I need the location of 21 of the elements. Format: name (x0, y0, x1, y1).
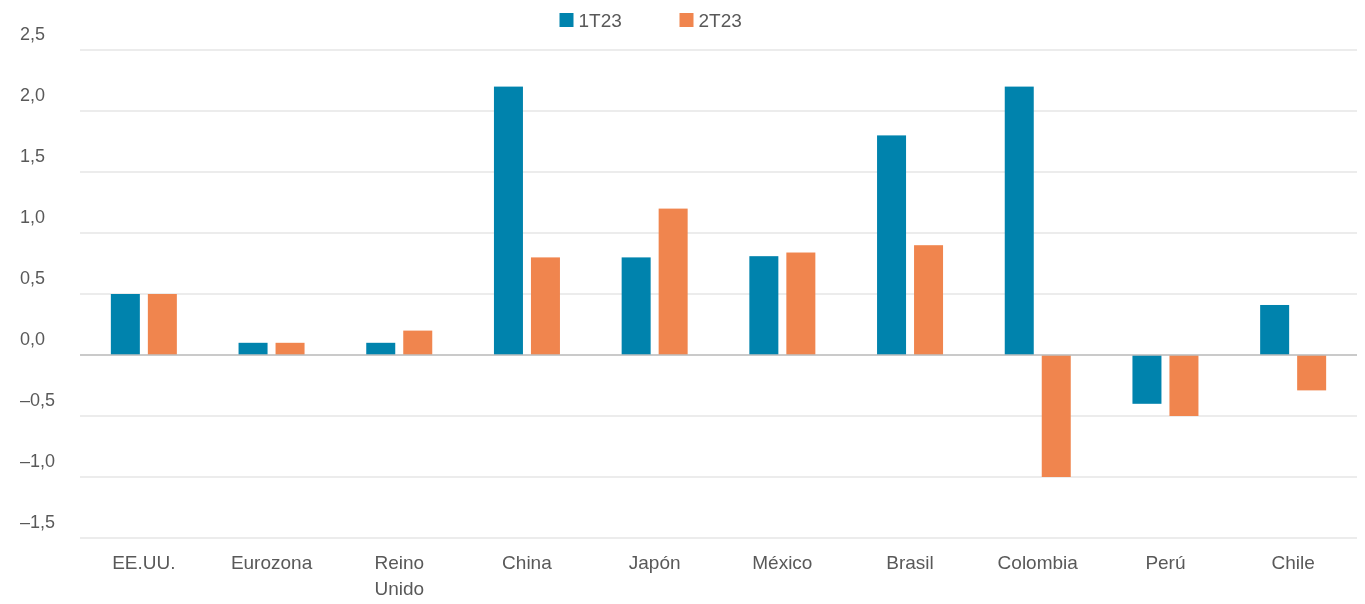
y-tick-label: 0,5 (20, 268, 46, 289)
y-tick-label: 1,0 (20, 207, 46, 228)
y-tick-label: 2,5 (20, 24, 46, 45)
legend-label: 2T23 (698, 9, 742, 31)
y-tick-label: 2,0 (20, 85, 46, 106)
x-tick-label: EE.UU. (112, 552, 176, 573)
y-tick-label: –1,0 (20, 451, 56, 472)
y-tick-label: 0,0 (20, 329, 46, 350)
x-tick-label: Brasil (886, 552, 934, 573)
y-tick-label: –0,5 (20, 390, 56, 411)
x-tick-label: Perú (1145, 552, 1186, 573)
x-tick-label: Reino Unido (374, 552, 425, 599)
x-tick-label: China (502, 552, 553, 573)
y-tick-label: 1,5 (20, 146, 46, 167)
x-tick-label: Japón (628, 552, 681, 573)
legend-label: 1T23 (578, 9, 622, 31)
x-tick-label: Colombia (997, 552, 1079, 573)
y-tick-label: –1,5 (20, 512, 56, 533)
x-tick-label: México (752, 552, 813, 573)
x-tick-label: Chile (1271, 552, 1315, 573)
x-tick-label: Eurozona (230, 552, 313, 573)
